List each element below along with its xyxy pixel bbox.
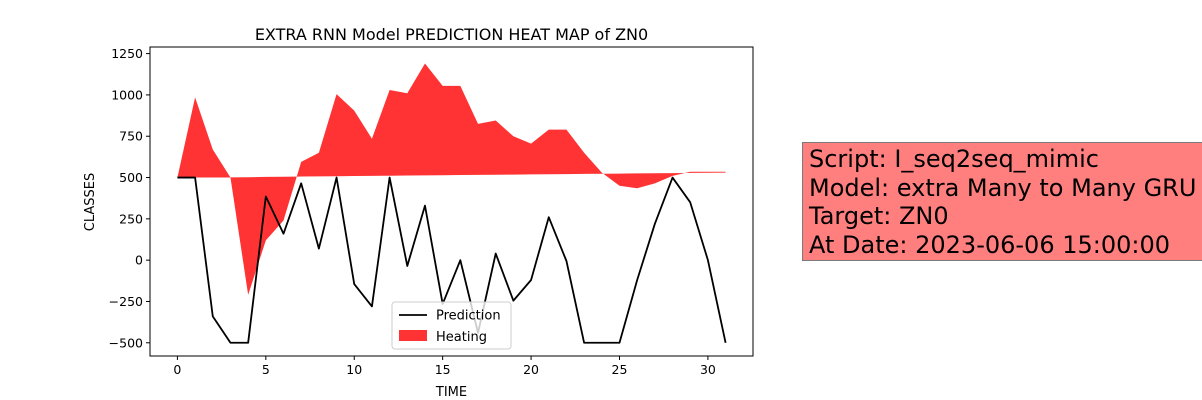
y-tick-label: 750 (119, 129, 143, 144)
x-tick-label: 15 (435, 362, 451, 377)
legend-heating-swatch (399, 330, 427, 341)
x-tick-label: 5 (262, 362, 270, 377)
legend: Prediction Heating (391, 301, 512, 350)
y-tick-label: −250 (109, 294, 143, 309)
x-axis-ticks: 0 5 10 15 20 25 30 (173, 356, 716, 377)
legend-heating-label: Heating (436, 330, 487, 345)
legend-prediction-label: Prediction (436, 309, 501, 324)
x-tick-label: 20 (523, 362, 539, 377)
info-target-line: Target: ZN0 (809, 202, 949, 230)
x-axis-label: TIME (435, 385, 467, 400)
x-tick-label: 0 (173, 362, 181, 377)
info-date-line: At Date: 2023-06-06 15:00:00 (809, 230, 1171, 259)
chart-title: EXTRA RNN Model PREDICTION HEAT MAP of Z… (255, 25, 648, 44)
prediction-line-layer (177, 176, 727, 344)
info-box: Script: I_seq2seq_mimic Model: extra Man… (802, 142, 1202, 261)
y-axis-ticks: −500 −250 0 250 500 750 1000 1250 (109, 46, 150, 350)
y-tick-label: 1250 (111, 46, 143, 61)
x-tick-label: 10 (346, 362, 362, 377)
heating-area-layer (177, 63, 726, 295)
y-tick-label: −500 (109, 335, 143, 350)
info-script-line: Script: I_seq2seq_mimic (809, 145, 1099, 173)
y-tick-label: 500 (119, 170, 143, 185)
prediction-line (177, 176, 727, 344)
y-tick-label: 250 (119, 211, 143, 226)
y-tick-label: 1000 (111, 87, 143, 102)
x-tick-label: 30 (700, 362, 716, 377)
plot-area (177, 63, 727, 344)
heating-area (177, 63, 726, 295)
info-model-line: Model: extra Many to Many GRU (809, 173, 1197, 202)
x-tick-label: 25 (612, 362, 628, 377)
y-axis-label: CLASSES (83, 173, 98, 231)
y-tick-label: 0 (135, 253, 143, 268)
axes-frame (149, 46, 754, 357)
